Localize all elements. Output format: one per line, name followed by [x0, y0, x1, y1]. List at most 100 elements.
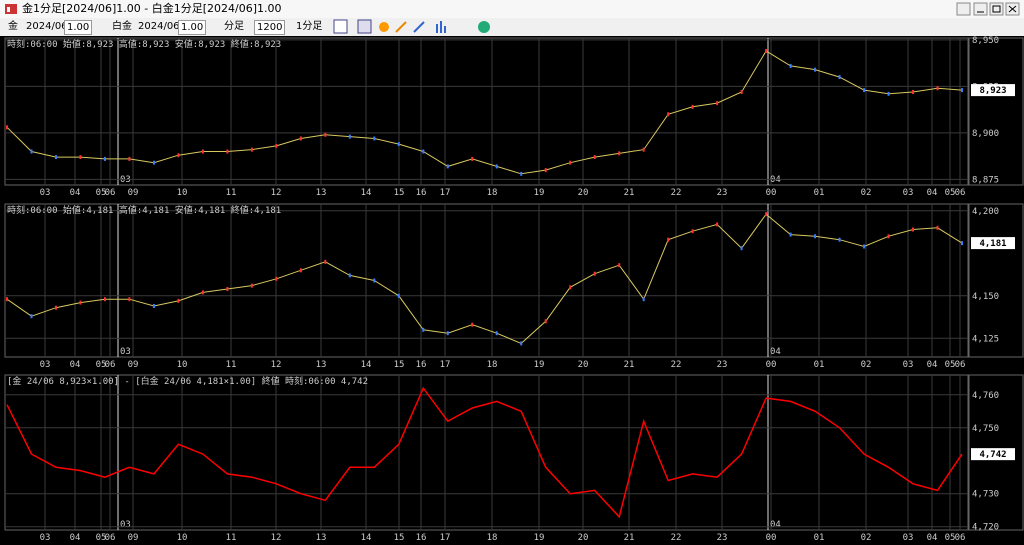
time-label: 21 [624, 188, 635, 198]
time-label: 03 [40, 188, 51, 198]
toolbar-field[interactable]: 1.00 [64, 20, 93, 35]
time-label: 21 [624, 360, 635, 370]
time-label: 04 [70, 360, 81, 370]
time-label: 19 [534, 360, 545, 370]
candle [103, 297, 106, 302]
time-label: 02 [861, 360, 872, 370]
candle [544, 319, 547, 324]
candle [863, 88, 866, 93]
toolbar-icons[interactable] [330, 18, 530, 36]
time-label: 19 [534, 188, 545, 198]
time-label: 20 [578, 533, 589, 543]
time-label: 16 [416, 533, 427, 543]
candle [691, 104, 694, 109]
time-label: 03 [40, 533, 51, 543]
candle [961, 241, 963, 246]
candle [128, 156, 131, 161]
time-label: 14 [361, 533, 372, 543]
time-label: 01 [814, 360, 825, 370]
candle [838, 75, 841, 80]
time-label: 06 [105, 360, 116, 370]
time-label: 22 [671, 533, 682, 543]
candle [30, 314, 33, 319]
candle [544, 168, 547, 173]
time-label: 02 [861, 533, 872, 543]
time-label: 18 [487, 188, 498, 198]
time-label: 13 [316, 360, 327, 370]
candle [765, 212, 768, 217]
toolbar: 金 2024/06 1.00 白金 2024/06 1.00 分足 1200 1分足 [0, 18, 1024, 37]
time-label: 05 [945, 533, 956, 543]
time-label: 09 [128, 188, 139, 198]
time-label: 15 [394, 188, 405, 198]
time-label: 00 [766, 360, 777, 370]
candle [471, 322, 474, 327]
candle [397, 142, 400, 147]
panel-header: [金 24/06 8,923×1.00] - [白金 24/06 4,181×1… [7, 375, 368, 387]
candle [152, 160, 155, 165]
date-marker: 04 [770, 520, 781, 530]
time-label: 10 [177, 533, 188, 543]
app-icon [5, 4, 17, 14]
last-value-label: 4,742 [979, 450, 1006, 460]
time-label: 11 [226, 533, 237, 543]
candle [814, 67, 817, 72]
candle [961, 88, 963, 93]
candle [152, 304, 155, 308]
time-label: 06 [955, 533, 966, 543]
panel-frame [4, 374, 969, 531]
time-label: 06 [955, 360, 966, 370]
time-label: 23 [717, 360, 728, 370]
toolbar-field[interactable]: 1200 [254, 20, 286, 35]
candle [201, 149, 204, 154]
candle [446, 164, 449, 169]
candle [618, 151, 621, 156]
toolbar-label[interactable]: 1分足 [296, 21, 323, 32]
time-label: 19 [534, 533, 545, 543]
time-label: 05 [96, 533, 107, 543]
candle [912, 227, 915, 232]
time-label: 17 [440, 533, 451, 543]
panel-header: 時刻:06:00 始値:8,923 高値:8,923 安値:8,923 終値:8… [7, 38, 281, 50]
date-marker: 04 [770, 347, 781, 357]
time-label: 11 [226, 360, 237, 370]
candle [789, 232, 792, 237]
candle [838, 237, 841, 242]
time-label: 16 [416, 188, 427, 198]
time-label: 03 [903, 533, 914, 543]
date-marker: 03 [120, 175, 131, 185]
time-label: 05 [945, 360, 956, 370]
time-label: 01 [814, 533, 825, 543]
toolbar-label[interactable]: 分足 [224, 21, 244, 32]
candle [912, 89, 915, 94]
y-tick-label: 4,200 [972, 207, 999, 217]
candle [569, 285, 572, 290]
toolbar-label: 2024/06 [26, 21, 68, 32]
candle [250, 283, 253, 288]
candle [54, 305, 57, 310]
candle [642, 297, 645, 302]
time-label: 06 [105, 188, 116, 198]
time-label: 18 [487, 533, 498, 543]
time-label: 06 [105, 533, 116, 543]
time-label: 23 [717, 533, 728, 543]
last-value-box [971, 84, 1015, 97]
candle [79, 155, 82, 160]
panel-frame [4, 203, 969, 358]
candle [716, 101, 719, 106]
time-label: 10 [177, 188, 188, 198]
time-label: 12 [271, 188, 282, 198]
candle [520, 341, 523, 346]
candle [593, 271, 596, 276]
time-label: 04 [927, 533, 938, 543]
time-label: 20 [578, 188, 589, 198]
candle [863, 244, 866, 249]
candle [520, 171, 523, 176]
candle [887, 91, 890, 96]
window-controls[interactable] [956, 1, 1020, 17]
time-label: 14 [361, 360, 372, 370]
time-label: 09 [128, 533, 139, 543]
candle [740, 246, 743, 251]
toolbar-field[interactable]: 1.00 [178, 20, 207, 35]
time-label: 15 [394, 533, 405, 543]
